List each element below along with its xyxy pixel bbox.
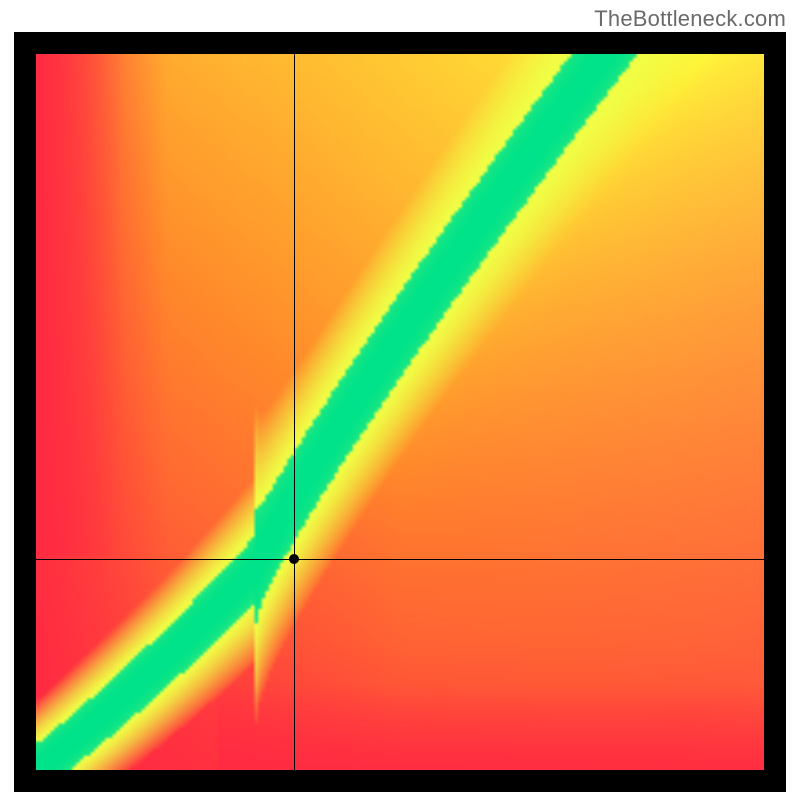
data-point-marker	[289, 554, 299, 564]
watermark-text: TheBottleneck.com	[594, 6, 786, 32]
crosshair-vertical	[294, 54, 295, 770]
crosshair-horizontal	[36, 559, 764, 560]
chart-container: TheBottleneck.com	[0, 0, 800, 800]
plot-frame	[14, 32, 786, 792]
